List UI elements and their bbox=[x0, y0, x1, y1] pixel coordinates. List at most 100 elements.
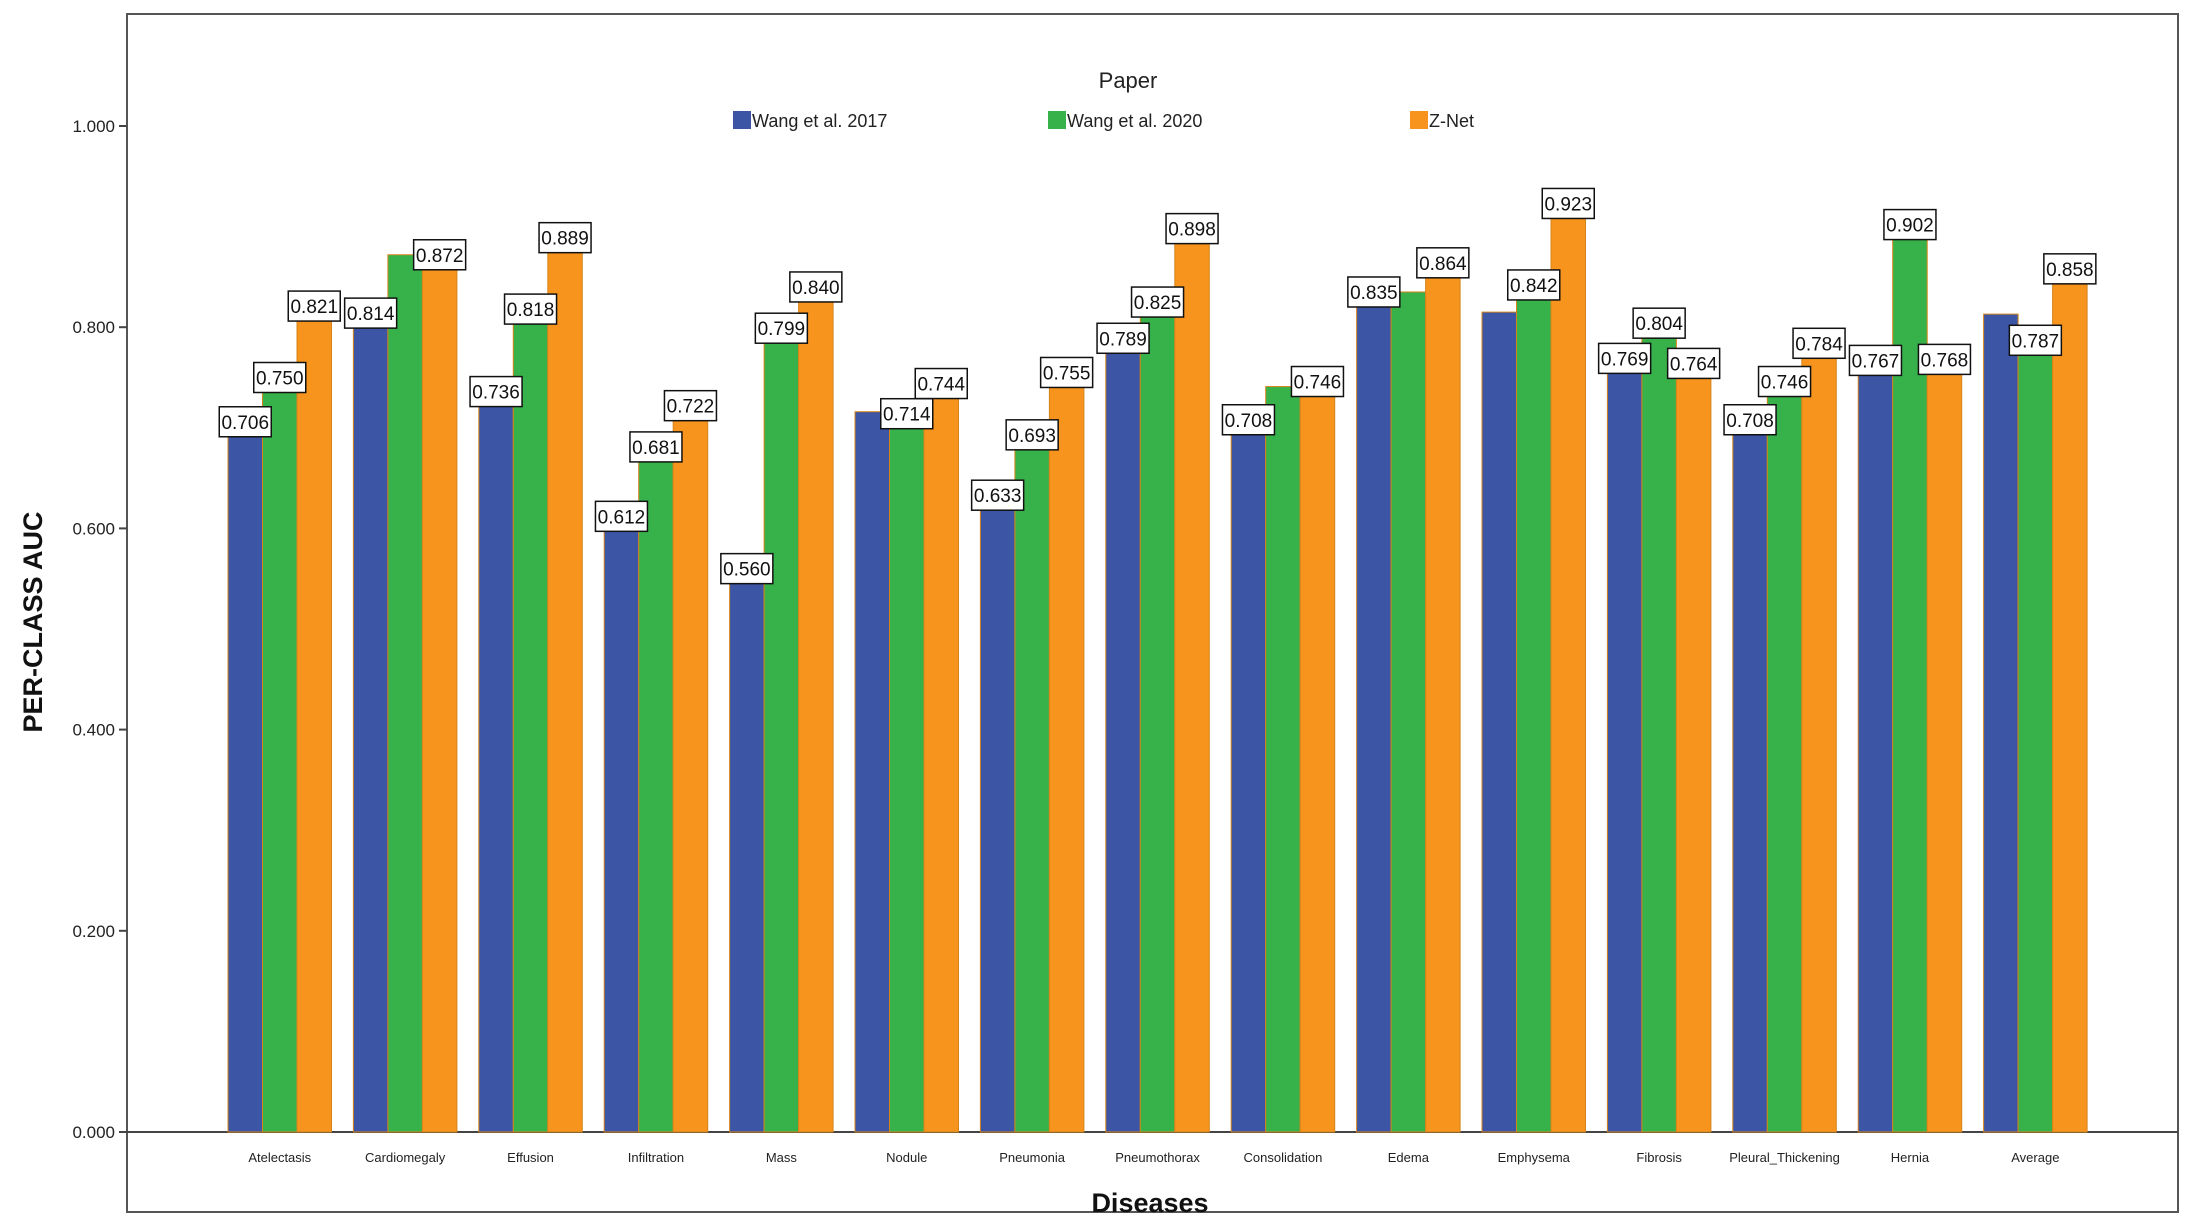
data-label-text: 0.902 bbox=[1886, 216, 1934, 237]
legend-entry-label: Wang et al. 2017 bbox=[752, 111, 887, 131]
bar-wang-et-al-2020-mass bbox=[763, 327, 800, 1133]
data-label-box bbox=[914, 367, 968, 400]
data-label-text: 0.708 bbox=[1726, 411, 1774, 432]
x-tick-label: Average bbox=[2011, 1150, 2059, 1165]
data-label-box bbox=[594, 500, 649, 533]
data-label-box bbox=[1723, 404, 1777, 436]
data-label-box bbox=[469, 375, 523, 408]
y-tick-label: 0.200 bbox=[72, 922, 115, 941]
y-tick-label: 1.000 bbox=[72, 117, 115, 136]
data-label-box bbox=[287, 290, 341, 322]
data-label-text: 0.693 bbox=[1008, 426, 1056, 447]
data-label-box bbox=[1165, 212, 1219, 245]
bar-z-net-average bbox=[2052, 268, 2088, 1133]
data-label: 0.898 bbox=[1165, 212, 1219, 245]
bar-z-net-hernia bbox=[1926, 358, 1963, 1133]
legend-title: Paper bbox=[1099, 68, 1158, 93]
data-label: 0.560 bbox=[720, 552, 774, 585]
bars bbox=[227, 202, 2088, 1133]
bar-wang-et-al-2020-edema bbox=[1390, 291, 1427, 1133]
data-label-box bbox=[970, 479, 1025, 511]
bar-wang-et-al-2017-infiltration bbox=[603, 515, 640, 1133]
data-label-text: 0.784 bbox=[1795, 334, 1843, 355]
legend-swatch bbox=[733, 111, 751, 129]
x-tick-label: Pleural_Thickening bbox=[1729, 1150, 1840, 1165]
data-label-box bbox=[1848, 344, 1903, 377]
data-label: 0.789 bbox=[1096, 322, 1150, 355]
legend: Paper Wang et al. 2017 Wang et al. 2020 Z-N… bbox=[733, 68, 1474, 131]
bar-wang-et-al-2017-effusion bbox=[478, 391, 514, 1133]
bar-wang-et-al-2020-nodule bbox=[889, 413, 925, 1133]
data-label-text: 0.706 bbox=[221, 413, 269, 434]
bar-wang-et-al-2017-fibrosis bbox=[1606, 357, 1643, 1133]
data-label-text: 0.858 bbox=[2046, 260, 2094, 281]
data-label-box bbox=[720, 552, 774, 585]
data-label-box bbox=[1347, 276, 1401, 308]
bar-wang-et-al-2017-cardiomegaly bbox=[352, 312, 389, 1133]
data-label-box bbox=[538, 221, 592, 254]
bar-wang-et-al-2020-atelectasis bbox=[262, 377, 298, 1133]
data-label-text: 0.612 bbox=[598, 507, 646, 528]
x-tick-label: Effusion bbox=[507, 1150, 554, 1165]
bar-wang-et-al-2020-pneumothorax bbox=[1139, 301, 1176, 1133]
y-tick-label: 0.600 bbox=[72, 519, 115, 538]
bar-wang-et-al-2017-mass bbox=[729, 568, 765, 1133]
legend-swatch bbox=[1048, 111, 1066, 129]
data-label: 0.787 bbox=[2008, 324, 2063, 357]
data-label: 0.722 bbox=[663, 389, 718, 422]
data-label-box bbox=[1883, 208, 1937, 241]
x-tick-label: Pneumonia bbox=[999, 1150, 1066, 1165]
bar-z-net-effusion bbox=[547, 237, 583, 1133]
data-label-box bbox=[1416, 247, 1470, 279]
bar-wang-et-al-2017-pneumonia bbox=[979, 494, 1016, 1133]
data-label: 0.767 bbox=[1848, 344, 1903, 377]
x-tick-label: Edema bbox=[1388, 1150, 1430, 1165]
data-label-text: 0.835 bbox=[1350, 283, 1398, 304]
data-label-text: 0.714 bbox=[883, 405, 931, 426]
x-tick-label: Atelectasis bbox=[248, 1150, 311, 1165]
legend-swatch bbox=[1410, 111, 1428, 129]
data-label-box bbox=[1005, 419, 1059, 451]
data-label: 0.902 bbox=[1883, 208, 1937, 241]
bar-z-net-emphysema bbox=[1550, 202, 1586, 1133]
data-label-text: 0.821 bbox=[290, 297, 338, 318]
data-label-box bbox=[1290, 365, 1345, 398]
bar-z-net-pneumonia bbox=[1048, 371, 1085, 1133]
data-label-text: 0.746 bbox=[1294, 373, 1342, 394]
data-label: 0.769 bbox=[1597, 342, 1652, 375]
data-label: 0.746 bbox=[1757, 365, 1812, 398]
bar-z-net-cardiomegaly bbox=[421, 254, 458, 1133]
data-label: 0.681 bbox=[629, 431, 683, 463]
bar-wang-et-al-2017-edema bbox=[1356, 291, 1392, 1133]
data-label-text: 0.750 bbox=[256, 369, 304, 390]
y-axis-title: PER-CLASS AUC bbox=[18, 511, 48, 732]
data-label: 0.835 bbox=[1347, 276, 1401, 308]
data-label: 0.708 bbox=[1221, 404, 1276, 436]
x-tick-label: Pneumothorax bbox=[1115, 1150, 1200, 1165]
data-label-text: 0.744 bbox=[917, 375, 965, 396]
data-label: 0.804 bbox=[1632, 307, 1686, 339]
bar-wang-et-al-2020-pneumonia bbox=[1014, 434, 1050, 1133]
data-label-text: 0.768 bbox=[1921, 350, 1969, 371]
data-label-box bbox=[1541, 187, 1595, 220]
x-tick-label: Consolidation bbox=[1244, 1150, 1323, 1165]
data-label-text: 0.755 bbox=[1043, 363, 1091, 384]
data-label-text: 0.889 bbox=[541, 229, 589, 250]
bar-z-net-consolidation bbox=[1299, 381, 1336, 1133]
data-label: 0.842 bbox=[1507, 269, 1561, 301]
x-tick-label: Emphysema bbox=[1498, 1150, 1571, 1165]
data-label: 0.825 bbox=[1130, 286, 1185, 318]
legend-entry-label: Z-Net bbox=[1429, 111, 1474, 131]
data-label: 0.706 bbox=[218, 406, 272, 438]
data-label-box bbox=[1792, 327, 1846, 360]
data-label: 0.633 bbox=[970, 479, 1025, 511]
bar-wang-et-al-2017-pleural-thickening bbox=[1732, 419, 1768, 1133]
data-label-text: 0.681 bbox=[632, 438, 680, 459]
bar-wang-et-al-2020-infiltration bbox=[638, 446, 674, 1133]
y-tick-label: 0.000 bbox=[72, 1123, 115, 1142]
bar-z-net-pneumothorax bbox=[1174, 228, 1210, 1133]
x-tick-label: Fibrosis bbox=[1636, 1150, 1682, 1165]
data-label-box bbox=[789, 271, 843, 303]
bar-wang-et-al-2020-cardiomegaly bbox=[387, 254, 423, 1133]
data-label-box bbox=[2043, 253, 2097, 285]
